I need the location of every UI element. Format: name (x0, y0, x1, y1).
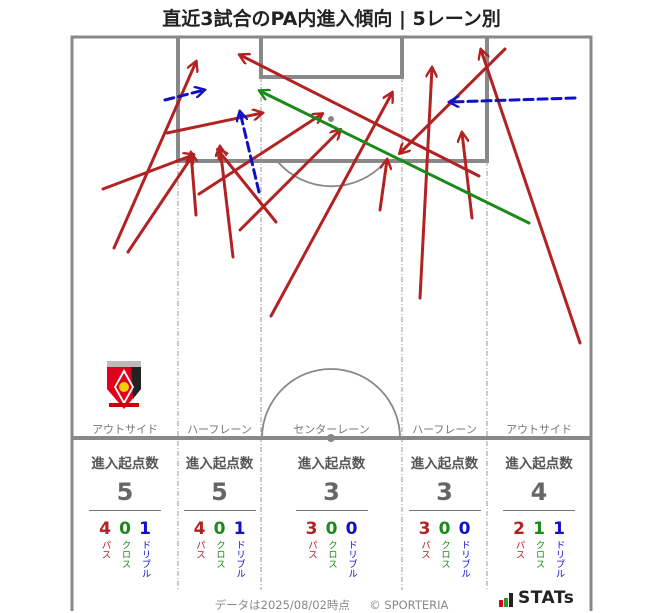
lane-stats-outside-right: 進入起点数 4 2 パス 1 クロス 1 ドリブル (487, 452, 591, 578)
page-title: 直近3試合のPA内進入傾向 | 5レーン別 (162, 8, 501, 30)
entry-arrows (101, 49, 582, 345)
pass-arrow (165, 113, 262, 135)
pass-count: 4 (99, 519, 111, 539)
penalty-arc (277, 161, 386, 188)
pass-count: 4 (193, 519, 206, 539)
lane-stats-center: 進入起点数 3 3 パス 0 クロス 0 ドリブル (261, 452, 402, 578)
pass-arrow (101, 155, 193, 191)
stats-logo-text: STATs (518, 588, 575, 608)
cross-count: 1 (533, 519, 545, 539)
pass-arrow (418, 68, 432, 300)
dribble-count: 0 (345, 519, 358, 539)
dribble-arrow (450, 98, 577, 102)
pass-label: パス (99, 540, 111, 559)
cross-label: クロス (119, 540, 131, 569)
dribble-count: 0 (458, 519, 471, 539)
stats-total: 3 (323, 478, 340, 506)
cross-label: クロス (214, 540, 225, 569)
stats-heading: 進入起点数 (91, 456, 159, 472)
pass-arrow (462, 133, 474, 220)
stats-total: 4 (530, 478, 548, 506)
cross-arrow (260, 91, 531, 225)
data-date: データは2025/08/02時点 (214, 598, 350, 612)
cross-label: クロス (439, 540, 450, 569)
pass-arrow (218, 150, 278, 224)
team-crest-icon (107, 361, 141, 409)
dribble-arrow (163, 90, 204, 102)
lane-stats-halfspace-right: 進入起点数 3 3 パス 0 クロス 0 ドリブル (402, 452, 487, 578)
pass-arrow (197, 114, 322, 196)
pass-arrow (191, 153, 196, 217)
stats-heading: 進入起点数 (410, 456, 479, 472)
pass-arrow (112, 62, 196, 250)
pass-label: パス (419, 540, 430, 559)
divider (408, 510, 481, 511)
penalty-area (176, 37, 489, 163)
cross-count: 0 (213, 519, 226, 539)
pass-label: パス (194, 540, 205, 559)
lane-dividers (177, 77, 488, 590)
dribble-label: ドリブル (346, 540, 357, 578)
lane-label-halfspace-right: ハーフレーン (412, 423, 477, 436)
stats-logo: STATs (499, 590, 574, 607)
dribble-count: 1 (139, 519, 151, 539)
bar-chart-icon (499, 593, 513, 607)
dribble-arrow (240, 112, 261, 194)
pass-arrow (126, 155, 193, 254)
stats-total: 5 (116, 478, 134, 506)
stats-heading: 進入起点数 (505, 456, 573, 472)
pitch-boundary (70, 35, 593, 611)
lane-label-outside-right: アウトサイド (506, 423, 572, 436)
pass-count: 3 (418, 519, 431, 539)
divider (295, 510, 368, 511)
dribble-count: 1 (553, 519, 565, 539)
divider (503, 510, 575, 511)
pass-arrow (269, 93, 392, 318)
pass-count: 3 (305, 519, 318, 539)
pass-count: 2 (513, 519, 525, 539)
pass-label: パス (513, 540, 525, 559)
center-circle (261, 368, 401, 439)
goal-area (259, 37, 404, 79)
lane-label-halfspace-left: ハーフレーン (187, 423, 252, 436)
pass-arrow (220, 147, 235, 259)
cross-label: クロス (326, 540, 337, 569)
dribble-label: ドリブル (553, 540, 565, 578)
cross-count: 0 (325, 519, 338, 539)
dribble-label: ドリブル (459, 540, 470, 578)
pass-arrow (378, 160, 387, 212)
stats-total: 3 (436, 478, 453, 506)
lane-stats-halfspace-left: 進入起点数 5 4 パス 0 クロス 1 ドリブル (178, 452, 261, 578)
dribble-label: ドリブル (139, 540, 151, 578)
lane-label-center: センターレーン (293, 423, 370, 436)
copyright: © SPORTERIA (369, 598, 449, 612)
divider (89, 510, 161, 511)
pass-label: パス (306, 540, 317, 559)
dribble-count: 1 (233, 519, 246, 539)
cross-count: 0 (438, 519, 451, 539)
pass-arrow (481, 50, 582, 345)
stats-heading: 進入起点数 (185, 456, 254, 472)
lane-label-outside-left: アウトサイド (92, 423, 158, 436)
penalty-spot (328, 116, 334, 122)
cross-count: 0 (119, 519, 131, 539)
stats-total: 5 (211, 478, 228, 506)
cross-label: クロス (533, 540, 545, 569)
stats-heading: 進入起点数 (297, 456, 366, 472)
dribble-label: ドリブル (234, 540, 245, 578)
pass-arrow (238, 130, 340, 232)
pass-arrow (240, 55, 481, 178)
lane-stats-outside-left: 進入起点数 5 4 パス 0 クロス 1 ドリブル (72, 452, 178, 578)
divider (183, 510, 256, 511)
footer: データは2025/08/02時点 © SPORTERIA (0, 597, 663, 613)
center-spot (327, 434, 335, 442)
